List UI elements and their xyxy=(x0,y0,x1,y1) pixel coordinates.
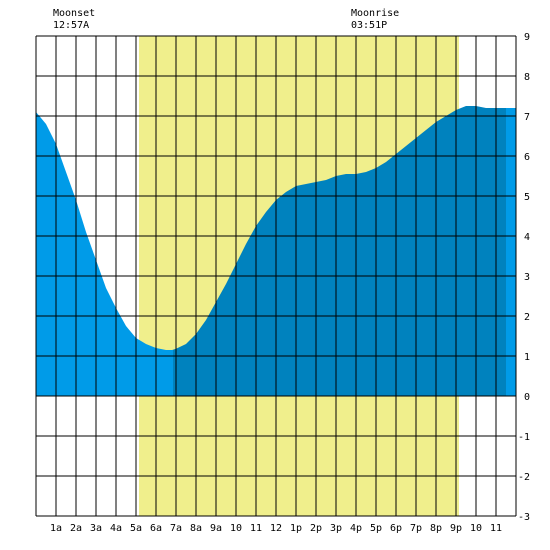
x-tick-label: 12 xyxy=(270,523,282,534)
moonset-label: Moonset xyxy=(53,8,95,19)
y-tick-label: 2 xyxy=(524,312,530,323)
x-tick-label: 9p xyxy=(450,523,462,534)
y-tick-label: -3 xyxy=(518,512,530,523)
y-tick-label: 1 xyxy=(524,352,530,363)
moonrise-label: Moonrise xyxy=(351,8,399,19)
y-tick-label: 9 xyxy=(524,32,530,43)
x-tick-label: 6a xyxy=(150,523,162,534)
x-tick-label: 10 xyxy=(470,523,482,534)
x-tick-label: 9a xyxy=(210,523,222,534)
x-tick-label: 11 xyxy=(490,523,502,534)
x-tick-label: 2a xyxy=(70,523,82,534)
plot-area xyxy=(35,35,517,517)
y-tick-label: -2 xyxy=(518,472,530,483)
x-tick-label: 11 xyxy=(250,523,262,534)
x-tick-label: 3p xyxy=(330,523,342,534)
x-tick-label: 6p xyxy=(390,523,402,534)
x-tick-label: 2p xyxy=(310,523,322,534)
x-tick-label: 10 xyxy=(230,523,242,534)
x-tick-label: 1p xyxy=(290,523,302,534)
x-tick-label: 5p xyxy=(370,523,382,534)
y-tick-label: 5 xyxy=(524,192,530,203)
y-tick-label: 0 xyxy=(524,392,530,403)
y-tick-label: 8 xyxy=(524,72,530,83)
tide-area-late xyxy=(506,108,516,396)
y-tick-label: 6 xyxy=(524,152,530,163)
moonrise-time: 03:51P xyxy=(351,20,387,31)
x-tick-label: 4p xyxy=(350,523,362,534)
y-tick-label: -1 xyxy=(518,432,530,443)
x-tick-label: 3a xyxy=(90,523,102,534)
x-tick-label: 7p xyxy=(410,523,422,534)
x-tick-label: 1a xyxy=(50,523,62,534)
x-tick-label: 4a xyxy=(110,523,122,534)
tide-area-past xyxy=(36,112,173,396)
moonset-time: 12:57A xyxy=(53,20,89,31)
x-tick-label: 8a xyxy=(190,523,202,534)
y-tick-label: 3 xyxy=(524,272,530,283)
axis-ticks: 1a 2a 3a 4a 5a 6a 7a 8a 9a 10 11 12 1p 2p 3p 4p 5p 6p 7p 8p… xyxy=(50,32,530,534)
y-tick-label: 4 xyxy=(524,232,530,243)
y-tick-label: 7 xyxy=(524,112,530,123)
x-tick-label: 5a xyxy=(130,523,142,534)
x-tick-label: 8p xyxy=(430,523,442,534)
x-tick-label: 7a xyxy=(170,523,182,534)
